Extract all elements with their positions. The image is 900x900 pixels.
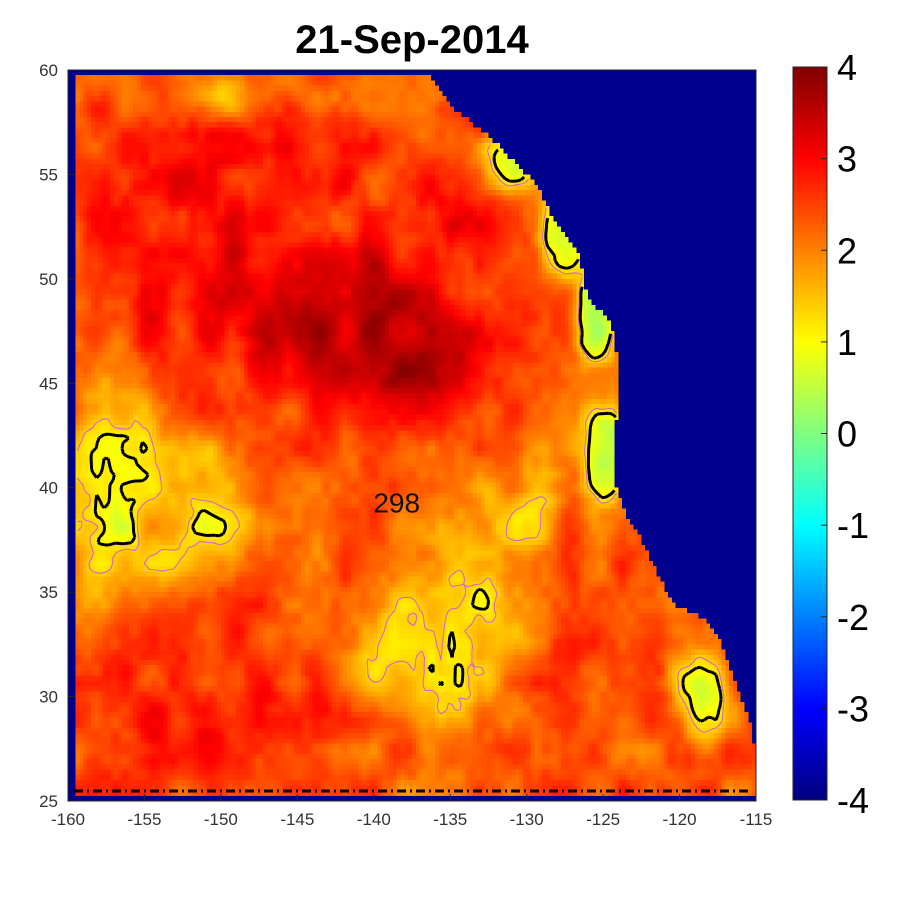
y-tick-label: 45 [39, 374, 58, 393]
x-axis: -160 -155 -150 -145 -140 -135 -130 -125 -120 -115 [51, 794, 772, 829]
colorbar-tick-label: 0 [837, 414, 857, 455]
colorbar-tick-label: 2 [837, 230, 857, 271]
contour-thin-magenta [77, 144, 725, 733]
colorbar-tick-label: 4 [837, 47, 857, 88]
x-tick-label: -125 [586, 810, 620, 829]
colorbar-tick-label: -1 [837, 505, 869, 546]
y-tick-label: 60 [39, 61, 58, 80]
x-tick-label: -160 [51, 810, 85, 829]
x-tick-label: -120 [663, 810, 697, 829]
x-tick-label: -140 [357, 810, 391, 829]
y-tick-label: 55 [39, 165, 58, 184]
colorbar-tick-label: 1 [837, 322, 857, 363]
x-tick-label: -130 [510, 810, 544, 829]
x-tick-label: -145 [280, 810, 314, 829]
x-tick-label: -155 [127, 810, 161, 829]
colorbar-tick-label: -2 [837, 597, 869, 638]
x-tick-label: -150 [204, 810, 238, 829]
y-tick-label: 40 [39, 479, 58, 498]
y-tick-label: 25 [39, 792, 58, 811]
colorbar-tick-label: 3 [837, 139, 857, 180]
plot-area [67, 69, 757, 802]
y-tick-label: 50 [39, 270, 58, 289]
axes-frame [67, 69, 757, 802]
y-tick-label: 35 [39, 583, 58, 602]
colorbar: 4 3 2 1 0 -1 -2 -3 -4 [792, 47, 869, 821]
sea-level-heatmap [68, 70, 756, 801]
y-axis: 25 30 35 40 45 50 55 60 [39, 61, 75, 811]
y-tick-label: 30 [39, 688, 58, 707]
colorbar-tick-label: -3 [837, 688, 869, 729]
contour-dashdot-black [89, 148, 723, 723]
x-tick-label: -115 [740, 810, 773, 829]
colorbar-tick-label: -4 [837, 780, 869, 821]
chart-title: 21-Sep-2014 [295, 18, 529, 62]
contour-label: 298 [373, 487, 420, 518]
contour-lines [74, 144, 750, 793]
x-tick-label: -135 [433, 810, 467, 829]
